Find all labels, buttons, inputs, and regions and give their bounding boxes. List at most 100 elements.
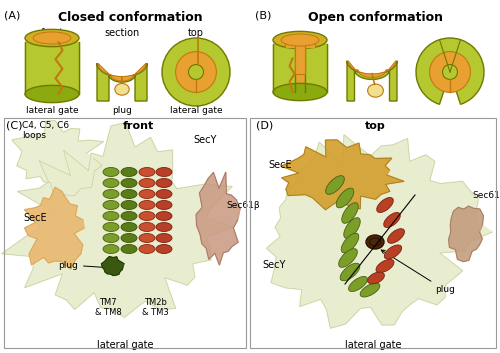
Polygon shape: [2, 123, 234, 317]
Text: (B): (B): [255, 11, 272, 21]
Bar: [4, 118, 246, 348]
Ellipse shape: [139, 222, 155, 232]
Ellipse shape: [103, 222, 119, 232]
Ellipse shape: [342, 203, 358, 223]
Ellipse shape: [103, 168, 119, 176]
Ellipse shape: [348, 276, 368, 292]
Text: C4, C5, C6
loops: C4, C5, C6 loops: [22, 121, 69, 140]
Ellipse shape: [326, 176, 344, 195]
Ellipse shape: [139, 179, 155, 187]
Ellipse shape: [156, 168, 172, 176]
Ellipse shape: [139, 245, 155, 253]
Ellipse shape: [103, 179, 119, 187]
Ellipse shape: [156, 179, 172, 187]
Ellipse shape: [121, 190, 137, 198]
Ellipse shape: [103, 190, 119, 198]
Bar: [250, 118, 496, 348]
Polygon shape: [24, 187, 84, 269]
Text: section: section: [104, 28, 140, 38]
Polygon shape: [306, 44, 327, 92]
Polygon shape: [294, 44, 306, 92]
Polygon shape: [98, 63, 146, 81]
Text: front: front: [40, 28, 64, 38]
Ellipse shape: [139, 190, 155, 198]
Ellipse shape: [336, 188, 354, 208]
Ellipse shape: [368, 272, 384, 284]
Ellipse shape: [341, 233, 359, 253]
Text: Open conformation: Open conformation: [308, 11, 442, 24]
Text: top: top: [364, 121, 386, 131]
Ellipse shape: [25, 29, 79, 47]
Polygon shape: [347, 61, 397, 101]
Ellipse shape: [376, 198, 394, 213]
Ellipse shape: [115, 83, 129, 95]
Ellipse shape: [376, 259, 394, 273]
Ellipse shape: [121, 201, 137, 209]
Polygon shape: [25, 42, 79, 94]
Ellipse shape: [121, 222, 137, 232]
Ellipse shape: [121, 245, 137, 253]
Text: SecE: SecE: [268, 160, 291, 170]
Ellipse shape: [273, 31, 327, 49]
Ellipse shape: [384, 245, 402, 259]
Polygon shape: [97, 63, 147, 101]
Polygon shape: [196, 172, 240, 265]
Polygon shape: [281, 140, 404, 210]
Polygon shape: [273, 44, 294, 92]
Ellipse shape: [156, 201, 172, 209]
Ellipse shape: [33, 32, 71, 44]
Ellipse shape: [368, 84, 384, 97]
Circle shape: [442, 65, 458, 79]
Text: TM7
& TM8: TM7 & TM8: [94, 298, 122, 317]
Text: (C): (C): [6, 121, 22, 131]
Ellipse shape: [366, 235, 384, 249]
Text: lateral gate: lateral gate: [97, 340, 153, 350]
Text: Sec61β: Sec61β: [472, 191, 500, 199]
Polygon shape: [12, 121, 104, 198]
Text: Closed conformation: Closed conformation: [58, 11, 203, 24]
Text: lateral gate: lateral gate: [345, 340, 401, 350]
Circle shape: [430, 52, 470, 92]
Ellipse shape: [344, 218, 360, 238]
Text: plug: plug: [112, 106, 132, 115]
Ellipse shape: [273, 83, 327, 101]
Text: plug: plug: [382, 250, 455, 294]
Ellipse shape: [156, 245, 172, 253]
Wedge shape: [416, 38, 484, 104]
Ellipse shape: [338, 249, 357, 267]
Ellipse shape: [103, 233, 119, 243]
Ellipse shape: [139, 168, 155, 176]
Text: TM2b
& TM3: TM2b & TM3: [142, 298, 169, 317]
Text: (A): (A): [4, 11, 20, 21]
Ellipse shape: [103, 201, 119, 209]
Circle shape: [176, 52, 216, 92]
Text: SecY: SecY: [262, 260, 285, 270]
Ellipse shape: [156, 233, 172, 243]
Ellipse shape: [103, 211, 119, 221]
Ellipse shape: [121, 179, 137, 187]
Circle shape: [188, 65, 204, 79]
Text: (D): (D): [256, 121, 273, 131]
Ellipse shape: [340, 263, 360, 281]
Polygon shape: [348, 61, 396, 78]
Text: plug: plug: [58, 261, 110, 269]
Ellipse shape: [139, 201, 155, 209]
Ellipse shape: [103, 245, 119, 253]
Text: front: front: [122, 121, 154, 131]
Ellipse shape: [156, 222, 172, 232]
Ellipse shape: [139, 211, 155, 221]
Text: SecE: SecE: [23, 213, 46, 223]
Ellipse shape: [360, 283, 380, 297]
Ellipse shape: [281, 34, 319, 46]
Ellipse shape: [384, 213, 400, 227]
Text: top: top: [188, 28, 204, 38]
Text: lateral gate: lateral gate: [170, 106, 222, 115]
Ellipse shape: [139, 233, 155, 243]
Text: Sec61β: Sec61β: [226, 201, 260, 209]
Ellipse shape: [121, 211, 137, 221]
Text: lateral gate: lateral gate: [26, 106, 78, 115]
Text: SecY: SecY: [193, 135, 216, 145]
Circle shape: [162, 38, 230, 106]
Polygon shape: [294, 47, 306, 74]
Ellipse shape: [121, 233, 137, 243]
